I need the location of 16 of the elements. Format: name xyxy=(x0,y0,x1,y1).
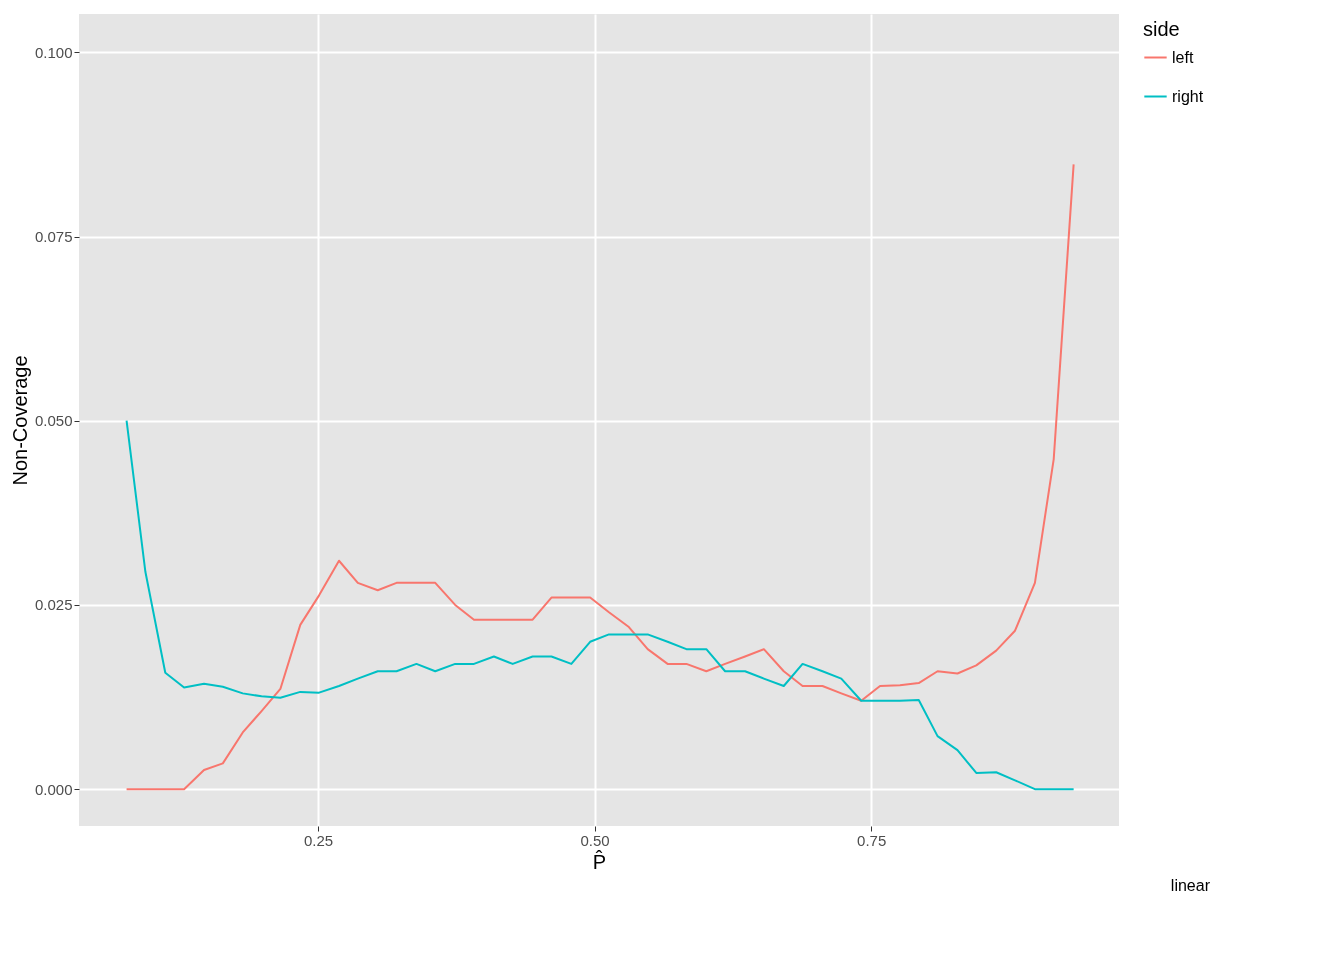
x-axis-title: P̂ xyxy=(592,850,607,873)
y-tick-label: 0.000 xyxy=(34,780,73,798)
legend-label: left xyxy=(1172,48,1194,66)
y-axis-title: Non-Coverage xyxy=(8,355,31,486)
y-tick-label: 0.050 xyxy=(34,412,73,430)
x-tick-label: 0.50 xyxy=(580,831,610,849)
line-series xyxy=(125,163,1075,791)
y-tick-label: 0.025 xyxy=(34,596,73,614)
y-tick-label: 0.100 xyxy=(34,43,73,61)
line-series xyxy=(125,419,1075,791)
y-tick-label: 0.075 xyxy=(34,228,73,246)
legend-title: side xyxy=(1143,18,1180,40)
text: linear xyxy=(1170,877,1211,894)
x-tick-label: 0.25 xyxy=(303,831,334,849)
x-tick-label: 0.75 xyxy=(857,831,887,849)
legend-label: right xyxy=(1172,87,1204,105)
